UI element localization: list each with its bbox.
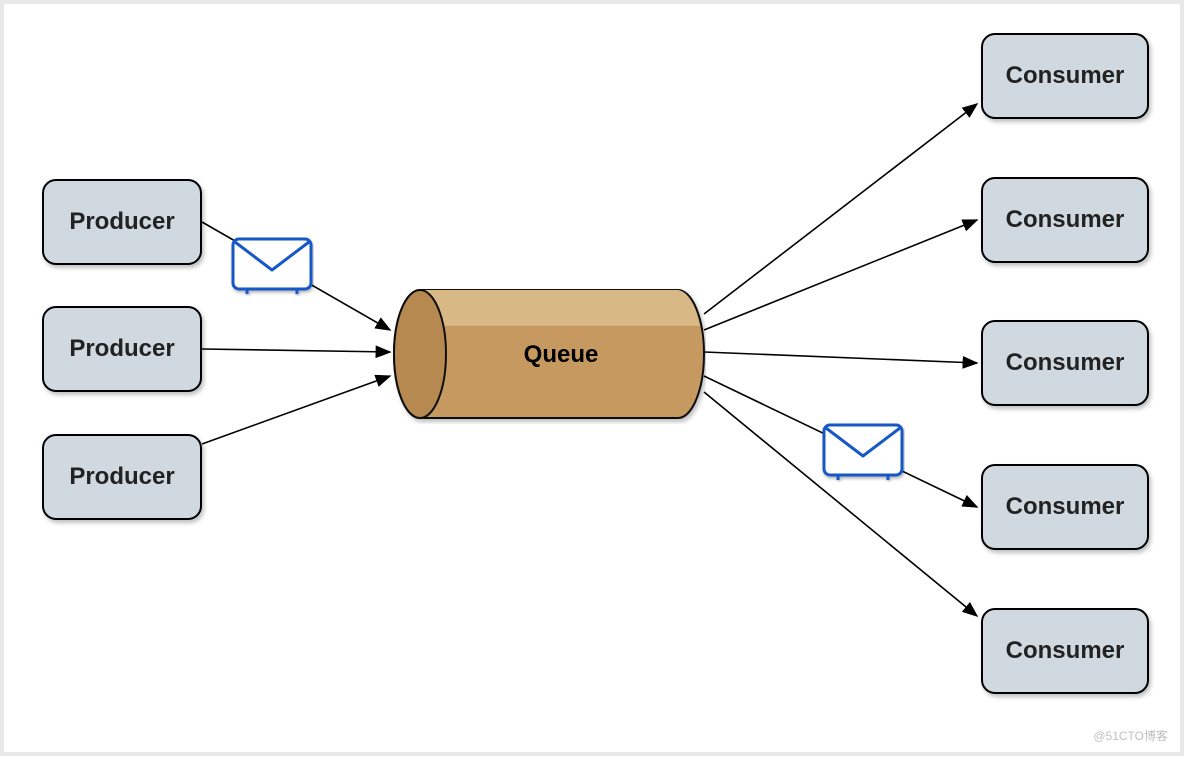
consumer-box-label: Consumer <box>1006 637 1125 665</box>
producer-box-label: Producer <box>69 463 174 491</box>
consumer-box-label: Consumer <box>1006 62 1125 90</box>
arrow <box>704 104 977 314</box>
arrow <box>704 220 977 330</box>
arrow <box>704 352 977 363</box>
queue-cylinder: Queue <box>392 288 706 424</box>
arrow <box>202 376 390 444</box>
consumer-box: Consumer <box>981 320 1149 406</box>
consumer-box-label: Consumer <box>1006 349 1125 377</box>
watermark-text: @51CTO博客 <box>1093 727 1168 744</box>
consumer-box: Consumer <box>981 33 1149 119</box>
queue-label: Queue <box>524 341 599 368</box>
consumer-box: Consumer <box>981 177 1149 263</box>
producer-box: Producer <box>42 306 202 392</box>
queue-diagram: Queue @51CTO博客 Producer Producer Producer C… <box>0 0 1184 756</box>
producer-box: Producer <box>42 179 202 265</box>
envelope-icon <box>230 236 314 296</box>
consumer-box-label: Consumer <box>1006 206 1125 234</box>
arrow <box>202 349 390 352</box>
producer-box: Producer <box>42 434 202 520</box>
consumer-box-label: Consumer <box>1006 493 1125 521</box>
consumer-box: Consumer <box>981 464 1149 550</box>
consumer-box: Consumer <box>981 608 1149 694</box>
producer-box-label: Producer <box>69 335 174 363</box>
envelope-icon <box>821 422 905 482</box>
producer-box-label: Producer <box>69 208 174 236</box>
